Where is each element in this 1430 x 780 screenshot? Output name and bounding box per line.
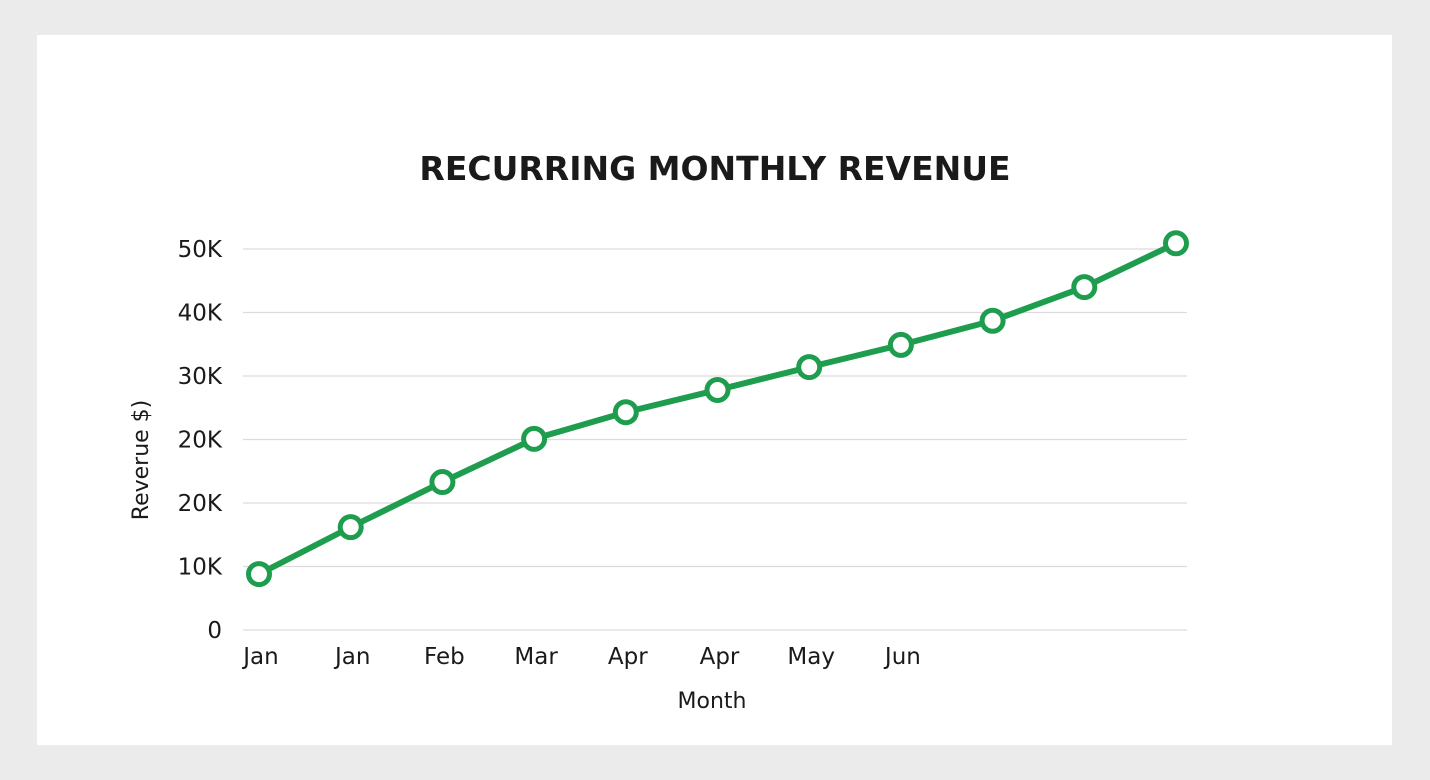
- data-point[interactable]: [1071, 274, 1098, 301]
- x-axis-label: Month: [678, 689, 747, 714]
- y-tick-label: 0: [207, 618, 222, 644]
- y-tick-label: 20K: [178, 428, 223, 454]
- x-tick-label: Jan: [333, 644, 370, 670]
- x-tick-label: Jun: [883, 644, 921, 670]
- y-tick-label: 30K: [178, 364, 223, 390]
- y-tick-label: 40K: [178, 301, 223, 327]
- y-tick-label: 20K: [178, 491, 223, 517]
- y-axis-label: Reverue $): [129, 400, 154, 520]
- series-line: [257, 240, 1178, 577]
- y-tick-label: 50K: [178, 237, 223, 263]
- data-point[interactable]: [1163, 230, 1189, 257]
- data-point[interactable]: [704, 376, 731, 403]
- data-point[interactable]: [246, 561, 272, 588]
- x-tick-label: Feb: [424, 644, 465, 670]
- x-tick-label: Jan: [241, 644, 278, 670]
- data-point[interactable]: [796, 354, 823, 381]
- x-tick-label: May: [787, 644, 835, 670]
- chart-title: RECURRING MONTHLY REVENUE: [419, 149, 1010, 188]
- x-tick-label: Apr: [608, 644, 648, 670]
- data-point[interactable]: [337, 514, 364, 541]
- x-tick-label: Mar: [514, 644, 558, 670]
- data-point[interactable]: [979, 307, 1006, 334]
- y-tick-label: 10K: [178, 555, 223, 581]
- data-point[interactable]: [612, 399, 639, 426]
- data-point[interactable]: [521, 425, 548, 452]
- x-tick-label: Apr: [700, 644, 740, 670]
- data-point[interactable]: [887, 331, 914, 358]
- data-point[interactable]: [429, 469, 456, 496]
